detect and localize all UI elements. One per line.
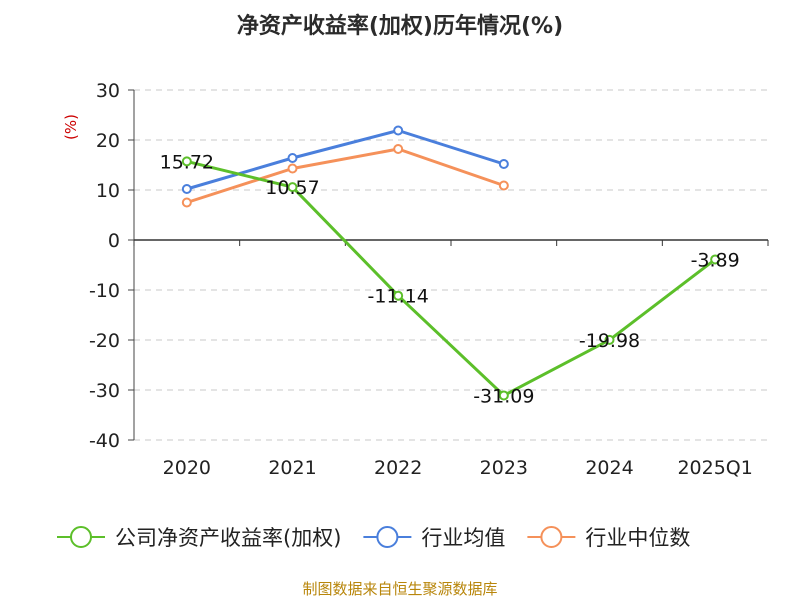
data-point <box>287 153 298 163</box>
y-tick-label: -10 <box>89 280 120 302</box>
x-tick-label: 2021 <box>268 457 316 479</box>
x-tick-label: 2020 <box>163 457 211 479</box>
y-tick-label: 0 <box>108 230 120 252</box>
data-point <box>604 334 615 345</box>
data-point <box>181 197 192 208</box>
data-point <box>287 182 298 193</box>
data-label: 10.57 <box>265 177 319 199</box>
data-label: 15.72 <box>160 151 214 173</box>
x-tick-label: 2023 <box>480 457 528 479</box>
data-label: -31.09 <box>473 385 534 407</box>
y-tick-label: 10 <box>96 180 120 202</box>
y-axis-unit: (%) <box>62 114 80 140</box>
y-tick-label: 20 <box>96 130 120 152</box>
series-lines <box>181 125 721 401</box>
data-point <box>498 159 509 169</box>
y-tick-label: 30 <box>96 80 120 102</box>
chart-title: 净资产收益率(加权)历年情况(%) <box>237 13 563 39</box>
y-tick-label: -20 <box>89 330 120 352</box>
data-point <box>393 125 404 136</box>
data-point <box>393 290 404 301</box>
x-tick-label: 2022 <box>374 457 422 479</box>
legend: 公司净资产收益率(加权) 行业均值 行业中位数 <box>57 526 690 550</box>
data-label: -19.98 <box>579 330 640 352</box>
y-tick-label: -40 <box>89 430 120 452</box>
data-labels: 15.72 10.57 -11.14 -31.09 -19.98 -3.89 <box>160 151 740 407</box>
y-tick-label: -30 <box>89 380 120 402</box>
source-note: 制图数据来自恒生聚源数据库 <box>302 580 497 598</box>
legend-swatch-marker <box>376 526 399 548</box>
series-line <box>186 159 717 397</box>
grid-lines <box>134 89 768 441</box>
legend-swatch-marker <box>70 526 92 548</box>
data-label: -3.89 <box>691 249 740 271</box>
axes: 30 20 10 0 -10 -20 -30 -40 2020 2021 2022 2023 2024 2… <box>89 80 769 479</box>
legend-label: 行业中位数 <box>585 526 690 550</box>
x-tick-label: 2025Q1 <box>677 457 752 479</box>
data-point <box>710 254 721 265</box>
data-point <box>393 144 404 154</box>
legend-label: 公司净资产收益率(加权) <box>115 526 341 550</box>
legend-swatch-marker <box>540 526 563 548</box>
data-label: -11.14 <box>368 286 429 308</box>
x-tick-label: 2024 <box>585 457 633 479</box>
series-line <box>186 147 505 204</box>
data-point <box>498 180 509 191</box>
data-point <box>498 390 509 401</box>
data-point <box>287 163 298 174</box>
legend-label: 行业均值 <box>421 526 505 550</box>
data-point <box>181 156 192 167</box>
data-point <box>181 184 192 194</box>
